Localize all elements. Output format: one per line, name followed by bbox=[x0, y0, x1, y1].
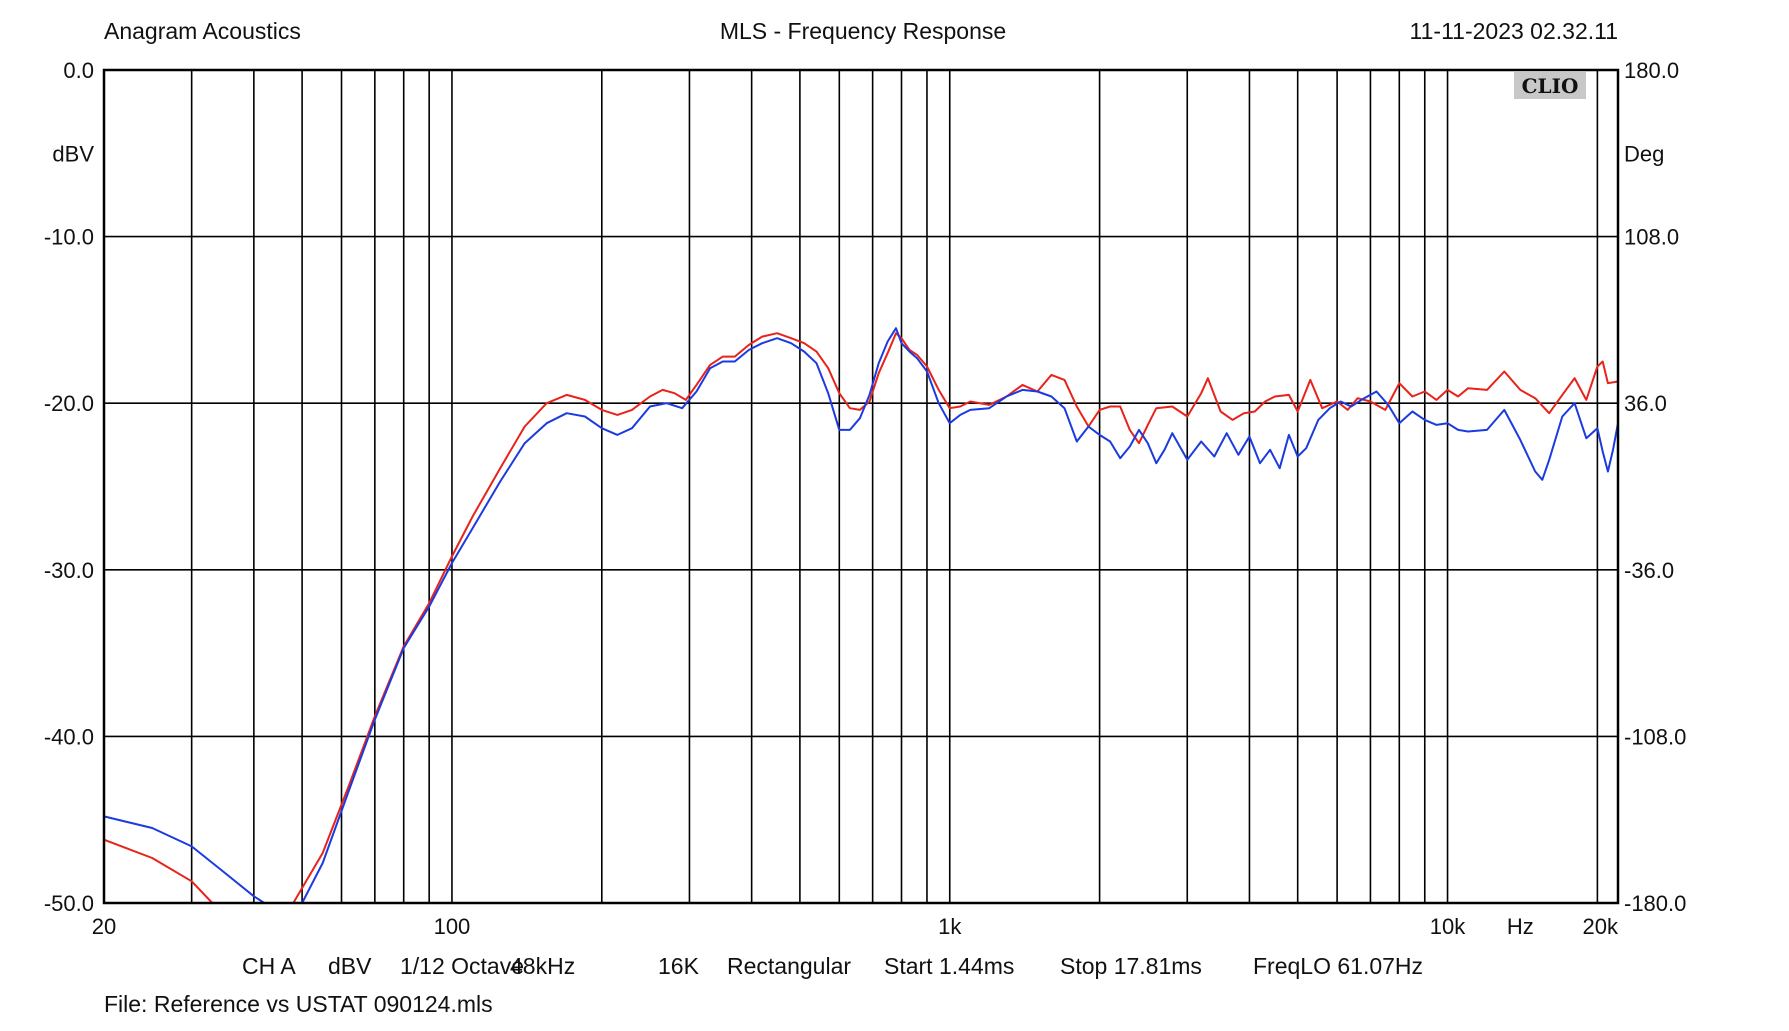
y2-tick-label: -108.0 bbox=[1624, 724, 1686, 749]
footer-setting-item: 16K bbox=[658, 953, 700, 979]
y2-tick-label: 108.0 bbox=[1624, 225, 1679, 250]
y2-tick-label: -180.0 bbox=[1624, 891, 1686, 916]
y-tick-label: -50.0 bbox=[44, 891, 94, 916]
x-tick-label: 20 bbox=[92, 914, 116, 939]
clio-badge-label: CLIO bbox=[1522, 74, 1579, 98]
y-tick-label: -30.0 bbox=[44, 558, 94, 583]
y-tick-label: -20.0 bbox=[44, 391, 94, 416]
y2-axis-label: Deg bbox=[1624, 141, 1664, 166]
chart-title: MLS - Frequency Response bbox=[720, 18, 1006, 44]
clio-badge-bg bbox=[1514, 72, 1586, 99]
footer-setting-item: Stop 17.81ms bbox=[1060, 953, 1202, 979]
footer-setting-item: Start 1.44ms bbox=[884, 953, 1014, 979]
x-axis-unit-label: Hz bbox=[1507, 914, 1534, 939]
footer-setting-item: Rectangular bbox=[727, 953, 851, 979]
axis-labels: 0.0 -10.0 -20.0 -30.0 -40.0 -50.0 dBV 180.0 108.… bbox=[44, 58, 1687, 939]
x-tick-label: 100 bbox=[434, 914, 471, 939]
y-tick-label: -10.0 bbox=[44, 225, 94, 250]
x-tick-label: 1k bbox=[938, 914, 962, 939]
y-tick-label: -40.0 bbox=[44, 724, 94, 749]
series-line-red bbox=[103, 332, 1619, 904]
y2-tick-label: 36.0 bbox=[1624, 391, 1667, 416]
plot-frame bbox=[102, 68, 1620, 905]
x-tick-label: 10k bbox=[1430, 914, 1466, 939]
y-axis-label: dBV bbox=[52, 141, 94, 166]
header-timestamp: 11-11-2023 02.32.11 bbox=[1410, 18, 1618, 44]
series-line-blue bbox=[103, 327, 1619, 904]
footer-file: File: Reference vs USTAT 090124.mls bbox=[104, 991, 493, 1017]
footer-setting-item: FreqLO 61.07Hz bbox=[1253, 953, 1423, 979]
data-curves bbox=[103, 327, 1619, 904]
x-tick-label: 20k bbox=[1583, 914, 1619, 939]
footer-setting-item: 48kHz bbox=[510, 953, 575, 979]
clio-badge: CLIO bbox=[1514, 72, 1586, 99]
y2-tick-label: -36.0 bbox=[1624, 558, 1674, 583]
footer-setting-item: dBV bbox=[328, 953, 372, 979]
header-company: Anagram Acoustics bbox=[104, 18, 301, 44]
footer-setting-item: 1/12 Octave bbox=[400, 953, 524, 979]
y-tick-label: 0.0 bbox=[63, 58, 94, 83]
y2-tick-label: 180.0 bbox=[1624, 58, 1679, 83]
footer-setting-item: CH A bbox=[242, 953, 296, 979]
grid bbox=[104, 70, 1618, 903]
